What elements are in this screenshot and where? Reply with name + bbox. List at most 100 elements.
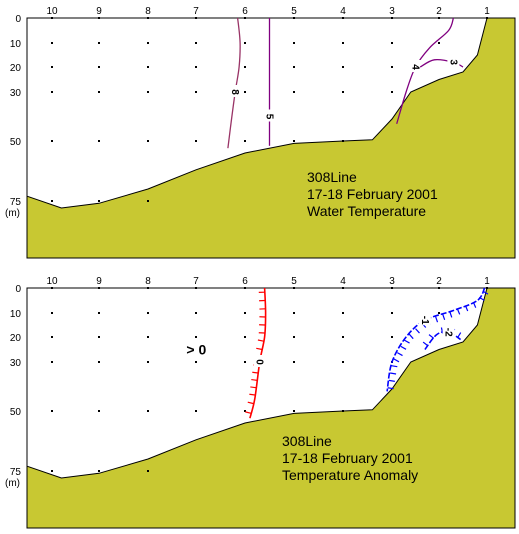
sample-point (51, 91, 53, 93)
sample-point (293, 287, 295, 289)
contour-label-bg (447, 55, 460, 68)
sample-point (98, 42, 100, 44)
contour-hatch (247, 401, 254, 405)
sample-point (195, 91, 197, 93)
sample-point (244, 410, 246, 412)
sample-point (195, 312, 197, 314)
station-tick-label: 1 (484, 6, 490, 17)
seafloor-bathymetry (26, 287, 516, 529)
sample-point (147, 91, 149, 93)
sample-point (51, 361, 53, 363)
region-label: > 0 (186, 342, 206, 358)
sample-point (342, 410, 344, 412)
contour-hatch (251, 378, 258, 381)
sample-point (342, 17, 344, 19)
contour-hatch (435, 316, 439, 323)
contour-hatch (249, 393, 256, 396)
sample-point (147, 312, 149, 314)
sample-point (195, 336, 197, 338)
sample-point (293, 91, 295, 93)
sample-point (51, 200, 53, 202)
section-annotation-line: Water Temperature (307, 203, 426, 219)
station-tick-label: 3 (389, 276, 395, 287)
contour-label: 0 (254, 359, 265, 365)
sample-point (293, 17, 295, 19)
contour-label: 4 (410, 64, 421, 70)
sample-point (391, 42, 393, 44)
depth-tick-label: 75 (10, 467, 22, 478)
sample-point (244, 361, 246, 363)
sample-point (438, 17, 440, 19)
sample-point (244, 287, 246, 289)
sample-point (342, 140, 344, 142)
depth-tick-label: 75 (10, 197, 22, 208)
sample-point (98, 361, 100, 363)
sample-point (391, 17, 393, 19)
sample-point (342, 336, 344, 338)
sample-point (486, 17, 488, 19)
station-tick-label: 5 (291, 276, 297, 287)
contour-hatch (390, 372, 397, 375)
section-annotation-line: 308Line (307, 169, 357, 185)
sample-point (147, 410, 149, 412)
contour-label-bg (409, 60, 422, 72)
sample-point (51, 42, 53, 44)
contour-hatch (396, 352, 403, 357)
station-tick-label: 2 (436, 276, 442, 287)
depth-tick-label: 0 (15, 14, 21, 25)
sample-point (147, 200, 149, 202)
sample-point (147, 287, 149, 289)
contour-hatch (400, 345, 407, 350)
station-tick-label: 10 (46, 276, 58, 287)
sample-point (51, 336, 53, 338)
sample-point (195, 42, 197, 44)
section-annotation-line: 17-18 February 2001 (282, 450, 413, 466)
depth-tick-label: 20 (10, 63, 22, 74)
depth-tick-label: 10 (10, 39, 22, 50)
contour-hatch (387, 387, 394, 390)
sample-point (98, 66, 100, 68)
sample-point (342, 91, 344, 93)
station-tick-label: 4 (340, 276, 346, 287)
sample-point (147, 336, 149, 338)
sample-point (244, 312, 246, 314)
contour-hatch (422, 341, 429, 347)
station-tick-label: 1 (484, 276, 490, 287)
sample-point (195, 287, 197, 289)
contour-label: -2 (443, 328, 454, 337)
sample-point (244, 140, 246, 142)
station-tick-label: 9 (96, 276, 102, 287)
sample-point (244, 91, 246, 93)
contour-line (227, 17, 241, 149)
contour-hatch (428, 334, 435, 339)
depth-tick-label: 30 (10, 88, 22, 99)
contour-label: 5 (264, 114, 275, 120)
station-tick-label: 7 (193, 276, 199, 287)
sample-point (342, 287, 344, 289)
seafloor-bathymetry (26, 17, 516, 259)
contour-label-bg (253, 355, 266, 367)
contour-label: 8 (229, 89, 240, 95)
sample-point (391, 66, 393, 68)
sample-point (195, 361, 197, 363)
sample-point (147, 470, 149, 472)
depth-unit-label: (m) (5, 478, 20, 489)
sample-point (147, 140, 149, 142)
depth-tick-label: 50 (10, 137, 22, 148)
contour-line (386, 287, 486, 392)
station-tick-label: 7 (193, 6, 199, 17)
contour-line (249, 287, 267, 419)
sample-point (244, 17, 246, 19)
contour-hatch (388, 379, 395, 382)
sample-point (391, 91, 393, 93)
sample-point (147, 42, 149, 44)
station-tick-label: 3 (389, 6, 395, 17)
sample-point (293, 66, 295, 68)
contour-hatch (404, 339, 410, 344)
sample-point (195, 66, 197, 68)
station-tick-label: 8 (145, 276, 151, 287)
station-tick-label: 9 (96, 6, 102, 17)
section-annotation-line: Temperature Anomaly (282, 467, 418, 483)
sample-point (342, 42, 344, 44)
sample-point (293, 42, 295, 44)
